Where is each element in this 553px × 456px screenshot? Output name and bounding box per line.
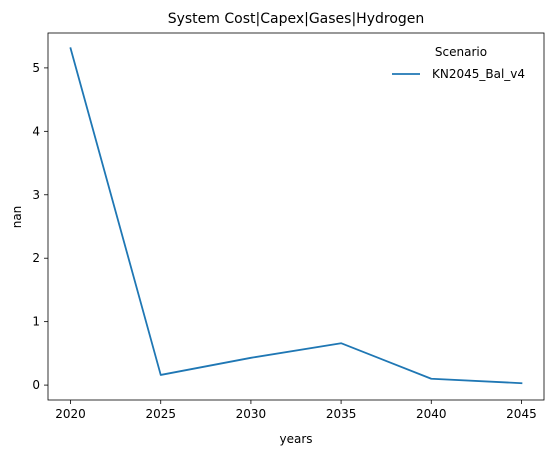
- y-axis-title: nan: [10, 206, 24, 229]
- y-tick-label: 0: [32, 378, 40, 392]
- y-tick-label: 1: [32, 315, 40, 329]
- x-tick-label: 2030: [236, 407, 267, 421]
- plot-area: [47, 32, 545, 401]
- legend: Scenario KN2045_Bal_v4: [392, 45, 525, 81]
- plot-frame: [47, 32, 545, 401]
- legend-label-kn2045-bal-v4: KN2045_Bal_v4: [432, 67, 525, 81]
- y-tick-label: 2: [32, 251, 40, 265]
- y-tick-label: 3: [32, 188, 40, 202]
- series-line-0: [69, 47, 523, 385]
- x-tick-label: 2045: [506, 407, 537, 421]
- x-tick-label: 2040: [416, 407, 447, 421]
- x-tick-label: 2020: [55, 407, 86, 421]
- chart-title: System Cost|Capex|Gases|Hydrogen: [168, 11, 425, 27]
- x-axis-title: years: [279, 432, 312, 446]
- y-tick-label: 4: [32, 124, 40, 138]
- x-axis: 2020 2025 2030 2035 2040 2045: [55, 400, 537, 421]
- y-tick-label: 5: [32, 61, 40, 75]
- x-tick-label: 2025: [145, 407, 176, 421]
- x-tick-label: 2035: [326, 407, 357, 421]
- y-axis: 0 1 2 3 4 5: [32, 61, 48, 392]
- legend-title: Scenario: [435, 45, 487, 59]
- series-layer: [69, 47, 523, 385]
